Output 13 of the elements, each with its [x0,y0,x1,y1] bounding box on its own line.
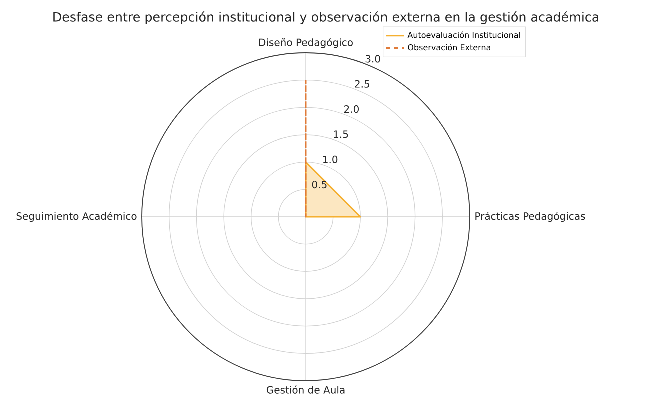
y-tick-label: 2.5 [355,80,370,88]
spoke-label: Diseño Pedagógico [259,38,353,48]
spoke-label: Seguimiento Académico [16,212,137,222]
spoke-label: Gestión de Aula [266,386,345,394]
legend-label: Autoevaluación Institucional [408,32,520,38]
y-tick-label: 1.0 [324,156,338,164]
y-tick-label: 1.5 [334,130,348,138]
legend-label: Observación Externa [408,44,490,51]
y-tick-label: 3.0 [366,55,380,63]
chart-title: Desfase entre percepción institucional y observación externa en la gestión académica [54,12,599,24]
y-tick-label: 0.5 [312,181,327,189]
spoke-label: Prácticas Pedagógicas [476,212,586,222]
y-tick-label: 2.0 [344,106,359,114]
